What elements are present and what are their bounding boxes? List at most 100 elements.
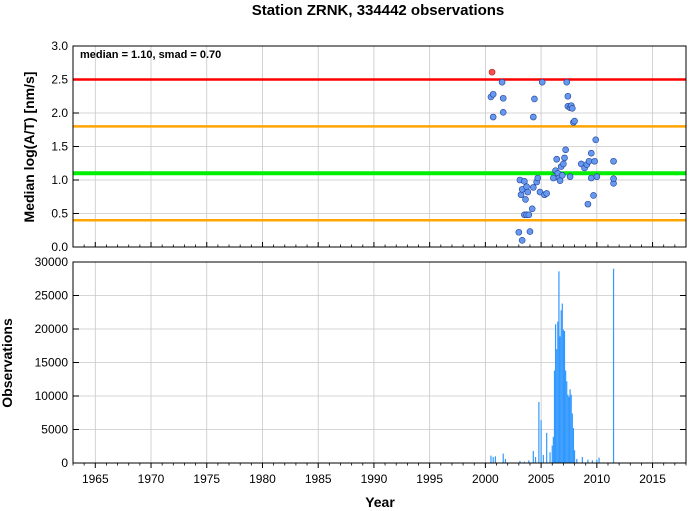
data-point	[499, 109, 507, 116]
observation-bar	[504, 458, 507, 463]
data-point	[591, 157, 598, 165]
x-tick-label: 2000	[472, 472, 499, 486]
observation-bar	[557, 321, 559, 463]
data-point	[585, 157, 593, 165]
data-point	[592, 136, 600, 144]
scatter-panel-frame	[72, 45, 687, 248]
observation-bar	[567, 394, 569, 463]
data-point	[498, 78, 506, 86]
observation-bar	[519, 460, 521, 463]
y-tick-label: 2.5	[51, 73, 68, 87]
data-point	[560, 160, 567, 168]
observation-bar	[528, 460, 530, 463]
y-tick-label: 25000	[35, 289, 69, 303]
observation-bar	[554, 324, 557, 463]
observation-bar	[551, 445, 553, 463]
data-point	[563, 78, 571, 86]
x-tick-label: 2005	[528, 472, 555, 486]
observation-bar	[587, 459, 589, 463]
data-point	[489, 90, 497, 98]
reference-lines	[73, 78, 686, 222]
observation-bar	[571, 413, 573, 463]
data-point	[522, 196, 529, 203]
data-point	[564, 92, 572, 100]
data-point	[515, 228, 523, 236]
y-tick-label: 0.0	[51, 240, 68, 254]
observation-bar	[556, 349, 558, 463]
data-point	[524, 188, 532, 196]
data-point	[531, 95, 538, 103]
data-point	[499, 94, 507, 102]
observation-bar	[559, 336, 561, 463]
observation-bar	[566, 381, 568, 463]
data-point	[530, 184, 537, 191]
observation-bar	[560, 310, 562, 463]
observation-bar	[492, 456, 494, 463]
y-tick-label: 1.0	[51, 173, 68, 187]
observation-bar	[542, 454, 544, 463]
observation-bar	[612, 268, 615, 463]
y-tick-label: 0	[61, 456, 68, 470]
data-point	[561, 154, 568, 162]
data-point	[569, 105, 576, 112]
data-point	[528, 205, 536, 213]
observation-bar	[502, 453, 504, 463]
data-point	[562, 146, 569, 154]
data-point	[534, 174, 542, 182]
data-point	[523, 183, 530, 190]
data-point	[610, 157, 617, 165]
observation-bar	[490, 455, 492, 463]
x-tick-label: 1970	[138, 472, 165, 486]
observation-bar	[591, 460, 593, 463]
x-tick-label: 1985	[305, 472, 332, 486]
x-tick-label: 2015	[639, 472, 666, 486]
data-point	[543, 190, 550, 197]
x-tick-labels: 1965 1970 1975 1980 1985 1990 1995 2000 2005 2010…	[82, 472, 666, 486]
x-tick-label: 1965	[82, 472, 109, 486]
x-tick-label: 1975	[193, 472, 220, 486]
data-point	[571, 117, 578, 125]
data-point	[590, 192, 597, 199]
y-tick-label: 15000	[35, 356, 69, 370]
data-point	[584, 200, 592, 208]
observation-bar	[538, 402, 540, 463]
bar-panel-grid	[72, 261, 687, 468]
bar-panel-frame	[72, 261, 687, 464]
observation-bar	[569, 389, 571, 463]
observation-bar	[581, 456, 583, 463]
data-point	[553, 155, 561, 163]
outlier-point	[488, 68, 496, 76]
y-tick-label: 30000	[35, 255, 69, 269]
data-point	[489, 113, 497, 121]
observation-bar	[596, 459, 598, 463]
observation-bar	[598, 457, 600, 463]
x-tick-label: 1990	[361, 472, 388, 486]
scatter-panel-grid	[72, 45, 687, 248]
data-point	[518, 237, 526, 244]
y-tick-label: 20000	[35, 322, 69, 336]
data-point	[530, 113, 537, 121]
observation-bar	[568, 396, 570, 463]
observation-bar	[549, 452, 551, 463]
y-tick-label: 3.0	[51, 39, 68, 53]
x-tick-label: 1980	[249, 472, 276, 486]
data-point	[525, 211, 533, 219]
observation-bars	[490, 268, 615, 463]
observation-bar	[540, 420, 542, 463]
observation-bar	[534, 456, 537, 463]
observation-bar	[563, 331, 566, 463]
observation-bar	[546, 432, 548, 463]
chart-title: Station ZRNK, 334442 observations	[252, 2, 505, 19]
data-point	[587, 174, 595, 182]
data-point	[593, 173, 601, 180]
bar-y-tick-labels: 0 5000 10000 15000 20000 25000 30000	[35, 255, 69, 470]
y-tick-label: 2.0	[51, 106, 68, 120]
y-tick-label: 5000	[41, 423, 68, 437]
y-tick-label: 1.5	[51, 140, 68, 154]
observation-bar	[572, 428, 575, 463]
observation-bar	[494, 456, 497, 463]
scatter-y-tick-labels: 0.0 0.5 1.0 1.5 2.0 2.5 3.0	[51, 39, 68, 254]
x-axis-label: Year	[365, 494, 395, 510]
observation-bar	[558, 271, 560, 463]
